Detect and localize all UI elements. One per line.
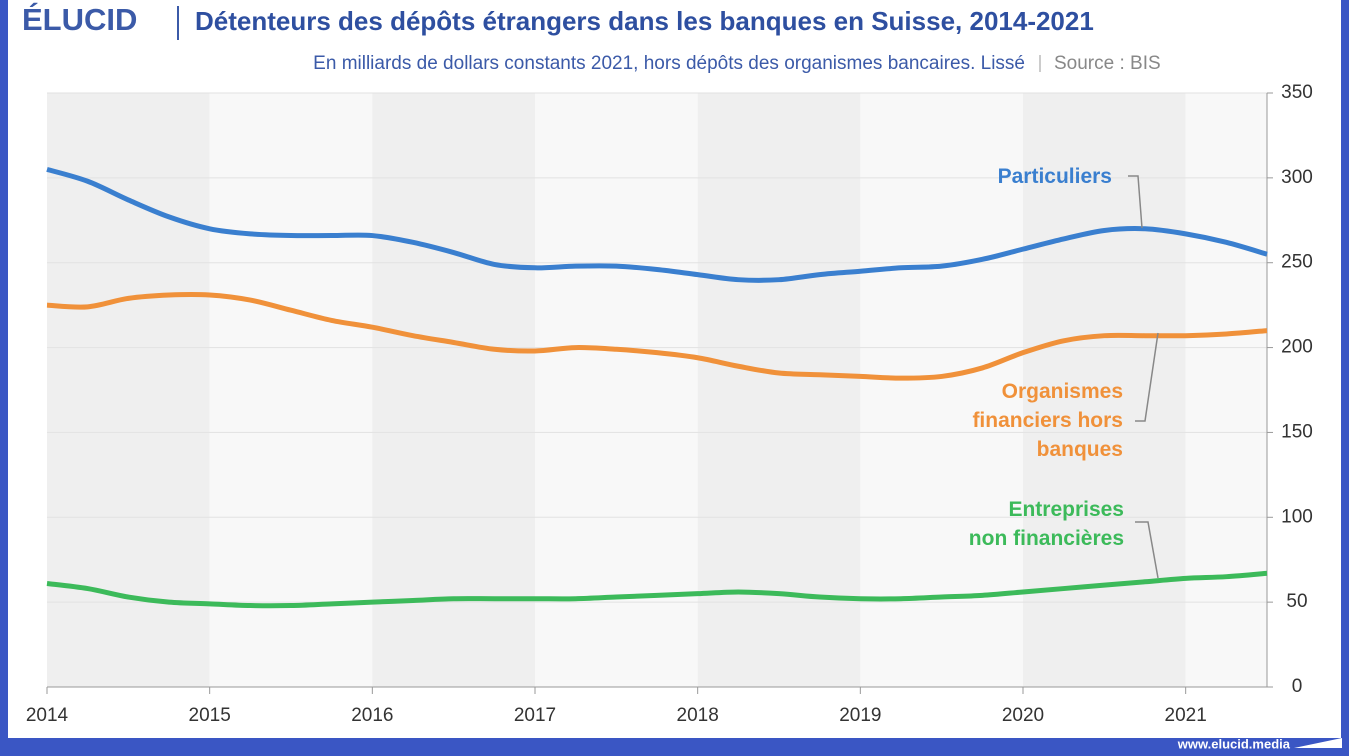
year-band (697, 93, 861, 687)
leader-line (1135, 332, 1159, 422)
x-tick-label: 2016 (351, 705, 393, 726)
series-label: Entreprises non financières (968, 498, 1124, 550)
footer-mark (1294, 738, 1342, 748)
x-tick-label: 2018 (677, 705, 719, 726)
x-tick-label: 2015 (189, 705, 231, 726)
source: Source : BIS (1054, 53, 1161, 74)
footer: www.elucid.media (1177, 736, 1291, 751)
logo: ÉLUCID (22, 2, 137, 37)
x-tick-label: 2017 (514, 705, 556, 726)
series-label: Particuliers (997, 165, 1112, 188)
x-tick-label: 2014 (26, 705, 69, 726)
y-tick-label: 200 (1281, 337, 1313, 358)
y-tick-label: 100 (1281, 506, 1313, 527)
y-tick-label: 300 (1281, 167, 1313, 188)
series-label: Organismes financiers hors banques (972, 380, 1123, 461)
series-line (46, 166, 1268, 283)
x-tick-label: 2021 (1165, 705, 1207, 726)
leader-line (1135, 521, 1159, 579)
x-tick-label: 2020 (1002, 705, 1044, 726)
subtitle: En milliards de dollars constants 2021, … (313, 53, 1025, 74)
y-tick-label: 150 (1281, 421, 1313, 442)
y-tick-label: 350 (1281, 82, 1313, 103)
x-tick-label: 2019 (839, 705, 881, 726)
chart-title: Détenteurs des dépôts étrangers dans les… (195, 6, 1094, 36)
year-band (209, 93, 373, 687)
year-band (372, 93, 535, 687)
y-tick-label: 0 (1292, 676, 1303, 697)
year-band (860, 93, 1023, 687)
series-line (46, 291, 1268, 381)
y-tick-label: 50 (1286, 591, 1307, 612)
year-band (535, 93, 698, 687)
leader-line (1128, 175, 1143, 229)
year-band (1185, 93, 1267, 687)
y-tick-label: 250 (1281, 252, 1313, 273)
series-line (46, 570, 1268, 609)
